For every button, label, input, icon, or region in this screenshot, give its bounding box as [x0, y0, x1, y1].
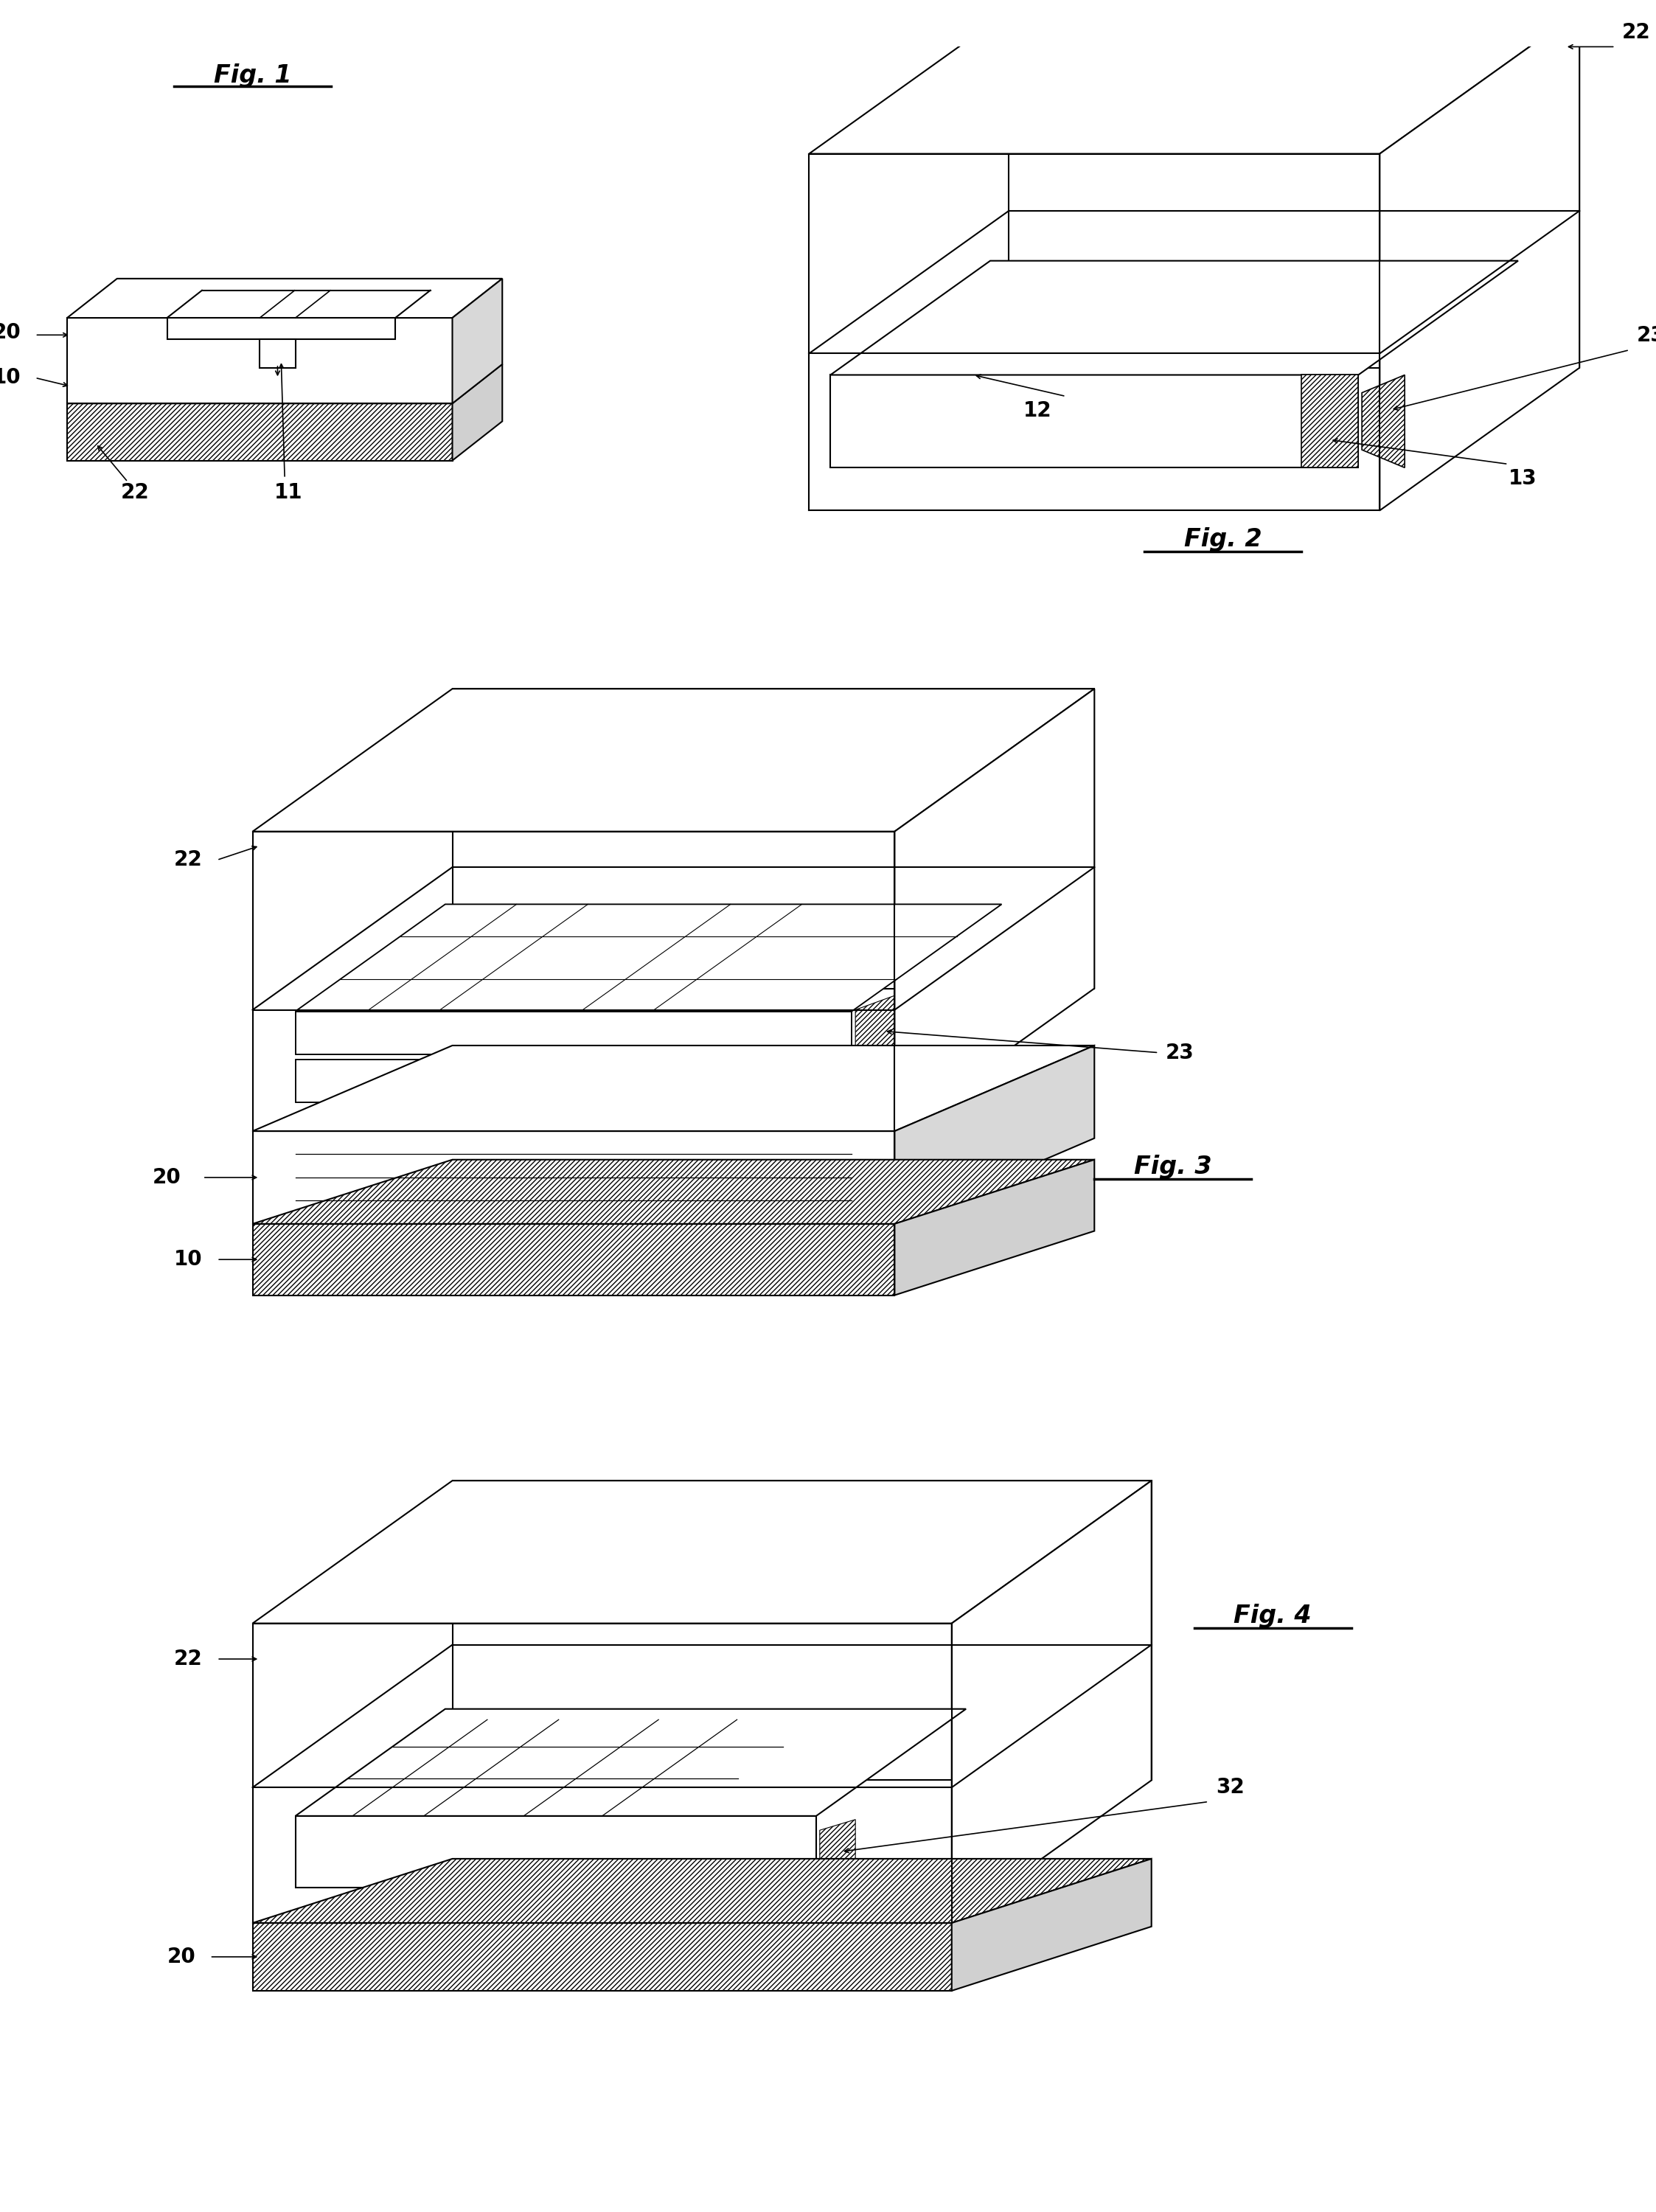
Text: 20: 20 — [152, 1168, 181, 1188]
Text: 10: 10 — [0, 367, 22, 387]
Polygon shape — [295, 1011, 851, 1055]
Polygon shape — [1302, 374, 1358, 467]
Polygon shape — [253, 1480, 1151, 1624]
Text: Fig. 2: Fig. 2 — [1184, 526, 1262, 551]
Text: 22: 22 — [1623, 22, 1651, 42]
Text: Fig. 4: Fig. 4 — [1234, 1604, 1312, 1628]
Polygon shape — [894, 1159, 1095, 1296]
Text: Fig. 3: Fig. 3 — [1134, 1155, 1212, 1179]
Polygon shape — [253, 1046, 1095, 1130]
Polygon shape — [1009, 11, 1580, 367]
Polygon shape — [452, 688, 1095, 989]
Polygon shape — [894, 688, 1095, 1130]
Polygon shape — [68, 279, 502, 319]
Polygon shape — [295, 1060, 851, 1102]
Text: 13: 13 — [1509, 469, 1537, 489]
Text: 11: 11 — [275, 482, 303, 502]
Polygon shape — [795, 1060, 851, 1102]
Polygon shape — [452, 1480, 1151, 1781]
Text: Fig. 1: Fig. 1 — [214, 64, 291, 88]
Polygon shape — [820, 1820, 856, 1885]
Text: 23: 23 — [1166, 1042, 1194, 1064]
Polygon shape — [167, 319, 396, 338]
Text: 23: 23 — [1636, 325, 1656, 345]
Polygon shape — [253, 1922, 952, 1991]
Polygon shape — [68, 365, 502, 403]
Polygon shape — [68, 403, 452, 460]
Text: 22: 22 — [121, 482, 149, 502]
Text: 22: 22 — [174, 1648, 202, 1670]
Polygon shape — [253, 1223, 894, 1296]
Text: 22: 22 — [174, 849, 202, 869]
Text: 10: 10 — [174, 1250, 202, 1270]
Text: 32: 32 — [1216, 1776, 1244, 1798]
Polygon shape — [253, 1159, 1095, 1223]
Polygon shape — [452, 365, 502, 460]
Polygon shape — [1361, 374, 1404, 467]
Text: 12: 12 — [1023, 400, 1052, 420]
Polygon shape — [894, 1046, 1095, 1223]
Polygon shape — [253, 688, 1095, 832]
Polygon shape — [295, 1710, 965, 1816]
Polygon shape — [295, 1816, 816, 1887]
Polygon shape — [452, 279, 502, 403]
Polygon shape — [830, 374, 1358, 467]
Polygon shape — [830, 261, 1519, 374]
Polygon shape — [952, 1480, 1151, 1922]
Polygon shape — [1379, 11, 1580, 511]
Polygon shape — [260, 338, 295, 367]
Text: 20: 20 — [0, 323, 22, 343]
Polygon shape — [856, 995, 894, 1110]
Polygon shape — [295, 905, 1002, 1011]
Text: 20: 20 — [167, 1947, 195, 1966]
Polygon shape — [253, 1130, 894, 1223]
Polygon shape — [810, 11, 1580, 155]
Polygon shape — [952, 1858, 1151, 1991]
Polygon shape — [253, 1858, 1151, 1922]
Polygon shape — [68, 319, 452, 403]
